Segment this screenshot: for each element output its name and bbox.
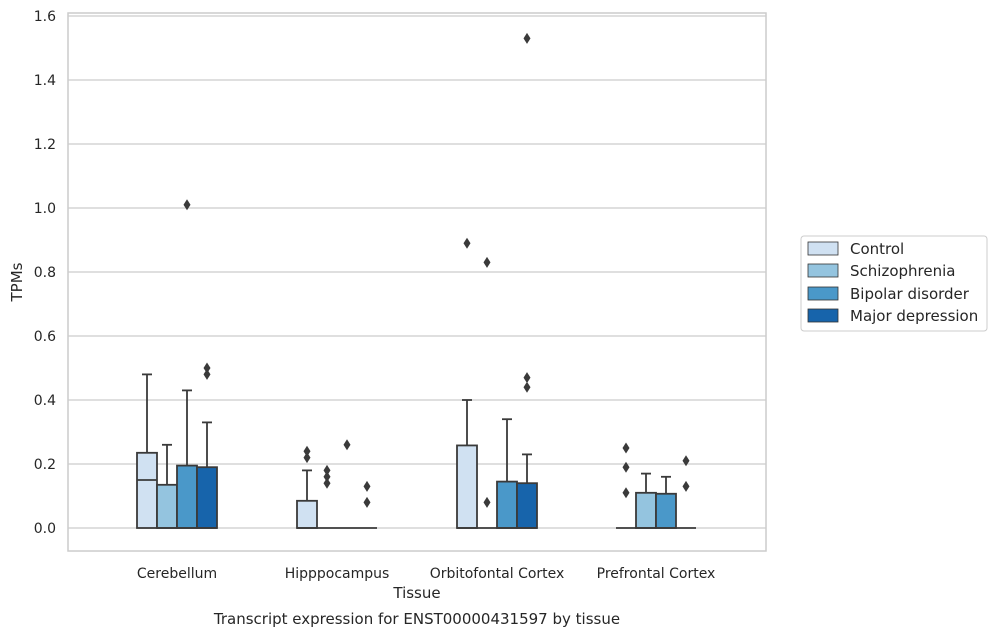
box-control [456, 237, 478, 529]
y-tick-label: 1.4 [34, 73, 56, 89]
outlier-point [463, 237, 471, 249]
box-major-depression [357, 480, 377, 529]
outlier-point [622, 487, 630, 499]
legend-label-major-depression: Major depression [850, 307, 978, 325]
x-tick-label: Orbitofontal Cortex [430, 566, 565, 582]
outlier-point [622, 442, 630, 454]
box-major-depression [516, 32, 538, 529]
outlier-point [682, 455, 690, 467]
outlier-point [323, 471, 331, 483]
box-body [456, 444, 478, 529]
outlier-point [323, 477, 331, 489]
legend-swatch-major-depression [807, 308, 839, 323]
outlier-point [303, 445, 311, 457]
x-tick-label: Cerebellum [137, 566, 217, 582]
box-body [176, 464, 198, 529]
box-body [136, 451, 158, 529]
box-control [616, 442, 636, 529]
box-body [516, 482, 538, 529]
box-bipolar-disorder [337, 439, 357, 529]
outlier-point [523, 372, 531, 384]
grid-lines [68, 15, 766, 529]
box-schizophrenia [317, 464, 337, 529]
legend-label-schizophrenia: Schizophrenia [850, 262, 955, 280]
y-tick-label: 0.8 [34, 265, 56, 281]
y-tick-label: 1.0 [34, 201, 56, 217]
y-tick-label: 0.0 [34, 521, 56, 537]
x-tick-labels: Cerebellum Hipppocampus Orbitofontal Corte… [137, 566, 715, 582]
outlier-point [523, 381, 531, 393]
box-bipolar-disorder [176, 199, 198, 529]
outlier-point [483, 496, 491, 508]
outlier-point [363, 496, 371, 508]
outlier-point [483, 256, 491, 268]
legend-swatch-schizophrenia [807, 263, 839, 278]
box-schizophrenia [635, 472, 657, 529]
box-bipolar-disorder [655, 475, 677, 529]
outlier-point [622, 461, 630, 473]
y-axis-label: TPMs [8, 262, 26, 302]
box-body [635, 491, 657, 529]
box-control [136, 373, 158, 529]
legend-frame [800, 235, 988, 332]
box-schizophrenia [477, 256, 497, 529]
outlier-point [523, 32, 531, 44]
box-body [156, 483, 178, 529]
y-tick-label: 1.6 [34, 9, 56, 25]
outlier-point [343, 439, 351, 451]
y-tick-label: 0.4 [34, 393, 56, 409]
plot-area [68, 13, 766, 551]
box-body [655, 492, 677, 529]
box-body [496, 480, 518, 529]
box-body [196, 466, 218, 529]
plot-frame [67, 12, 767, 552]
box-bipolar-disorder [496, 418, 518, 529]
legend-label-bipolar: Bipolar disorder [850, 285, 970, 303]
legend-swatch-bipolar [807, 286, 839, 301]
chart-caption: Transcript expression for ENST0000043159… [213, 610, 620, 628]
outlier-point [323, 464, 331, 476]
y-tick-label: 0.2 [34, 457, 56, 473]
legend-label-control: Control [850, 240, 904, 258]
legend-swatch-control [807, 241, 839, 256]
x-tick-label: Prefrontal Cortex [597, 566, 716, 582]
y-tick-label: 0.6 [34, 329, 56, 345]
outlier-point [682, 480, 690, 492]
outlier-point [203, 362, 211, 374]
outlier-point [303, 452, 311, 464]
x-tick-label: Hipppocampus [285, 566, 390, 582]
outlier-point [183, 199, 191, 211]
box-body [296, 499, 318, 529]
box-major-depression [676, 455, 696, 529]
box-plots [136, 32, 696, 529]
legend: Control Schizophrenia Bipolar disorder M… [800, 235, 988, 332]
x-axis-label: Tissue [392, 584, 440, 602]
y-tick-labels: 0.0 0.2 0.4 0.6 0.8 1.0 1.2 1.4 1.6 [34, 9, 56, 537]
box-control [296, 445, 318, 529]
y-tick-label: 1.2 [34, 137, 56, 153]
outlier-point [363, 480, 371, 492]
box-major-depression [196, 362, 218, 529]
outlier-point [203, 368, 211, 380]
